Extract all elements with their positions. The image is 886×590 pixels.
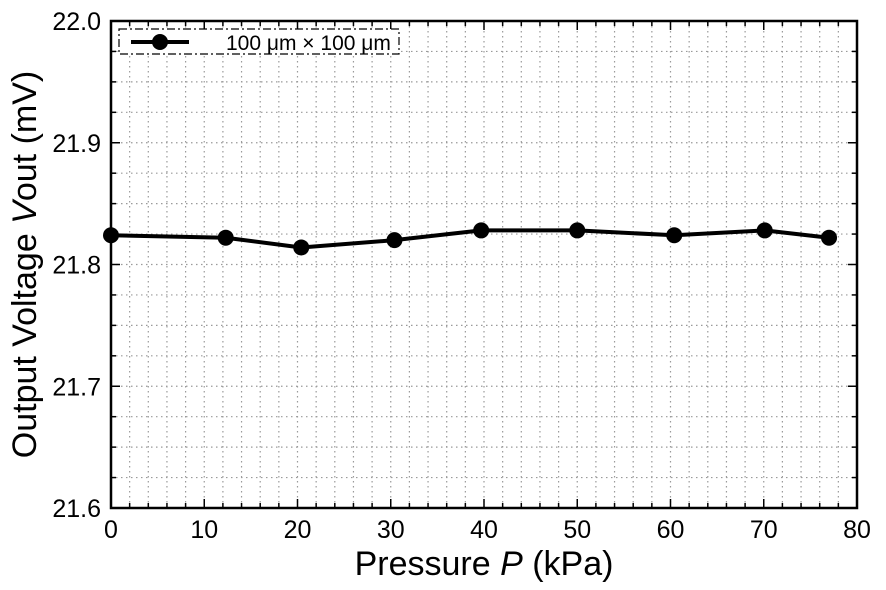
y-axis-title: Output Voltage Vout (mV) (6, 71, 44, 458)
x-tick-label: 10 (190, 516, 218, 544)
x-tick-label: 70 (750, 516, 778, 544)
legend: 100 μm × 100 μm (118, 28, 400, 55)
y-tick-label: 21.7 (52, 373, 101, 401)
legend-label: 100 μm × 100 μm (226, 32, 391, 55)
x-axis-title: Pressure P (kPa) (355, 545, 614, 583)
plot-frame (109, 19, 859, 510)
y-axis-title-suffix: out (mV) (6, 71, 44, 201)
y-tick-label: 22.0 (52, 8, 101, 36)
x-tick-label: 40 (470, 516, 498, 544)
data-point (217, 229, 234, 246)
data-point (293, 239, 310, 256)
x-tick-labels: 0 10 20 30 40 50 60 70 80 (104, 516, 871, 544)
data-point (821, 229, 838, 246)
y-tick-labels: 21.6 21.7 21.8 21.9 22.0 (52, 8, 101, 523)
data-point (473, 222, 490, 239)
x-tick-label: 60 (657, 516, 685, 544)
legend-marker-sample (152, 34, 168, 50)
y-axis-title-variable: V (6, 198, 44, 224)
y-tick-label: 21.6 (52, 495, 101, 523)
x-axis-title-prefix: Pressure (355, 545, 501, 583)
x-tick-label: 80 (843, 516, 871, 544)
x-tick-label: 20 (284, 516, 312, 544)
y-axis-title-prefix: Output Voltage (6, 224, 44, 458)
x-axis-title-variable: P (500, 545, 523, 583)
grid (111, 21, 857, 508)
y-tick-label: 21.8 (52, 252, 101, 280)
y-tick-label: 21.9 (52, 130, 101, 158)
x-axis-title-suffix: (kPa) (523, 545, 614, 583)
data-point (666, 227, 683, 244)
series-layer (103, 222, 838, 256)
x-tick-label: 30 (377, 516, 405, 544)
x-tick-label: 50 (563, 516, 591, 544)
data-point (756, 222, 773, 239)
x-tick-label: 0 (104, 516, 118, 544)
data-point (569, 222, 586, 239)
axis-ticks (110, 20, 858, 509)
data-point (386, 232, 403, 249)
